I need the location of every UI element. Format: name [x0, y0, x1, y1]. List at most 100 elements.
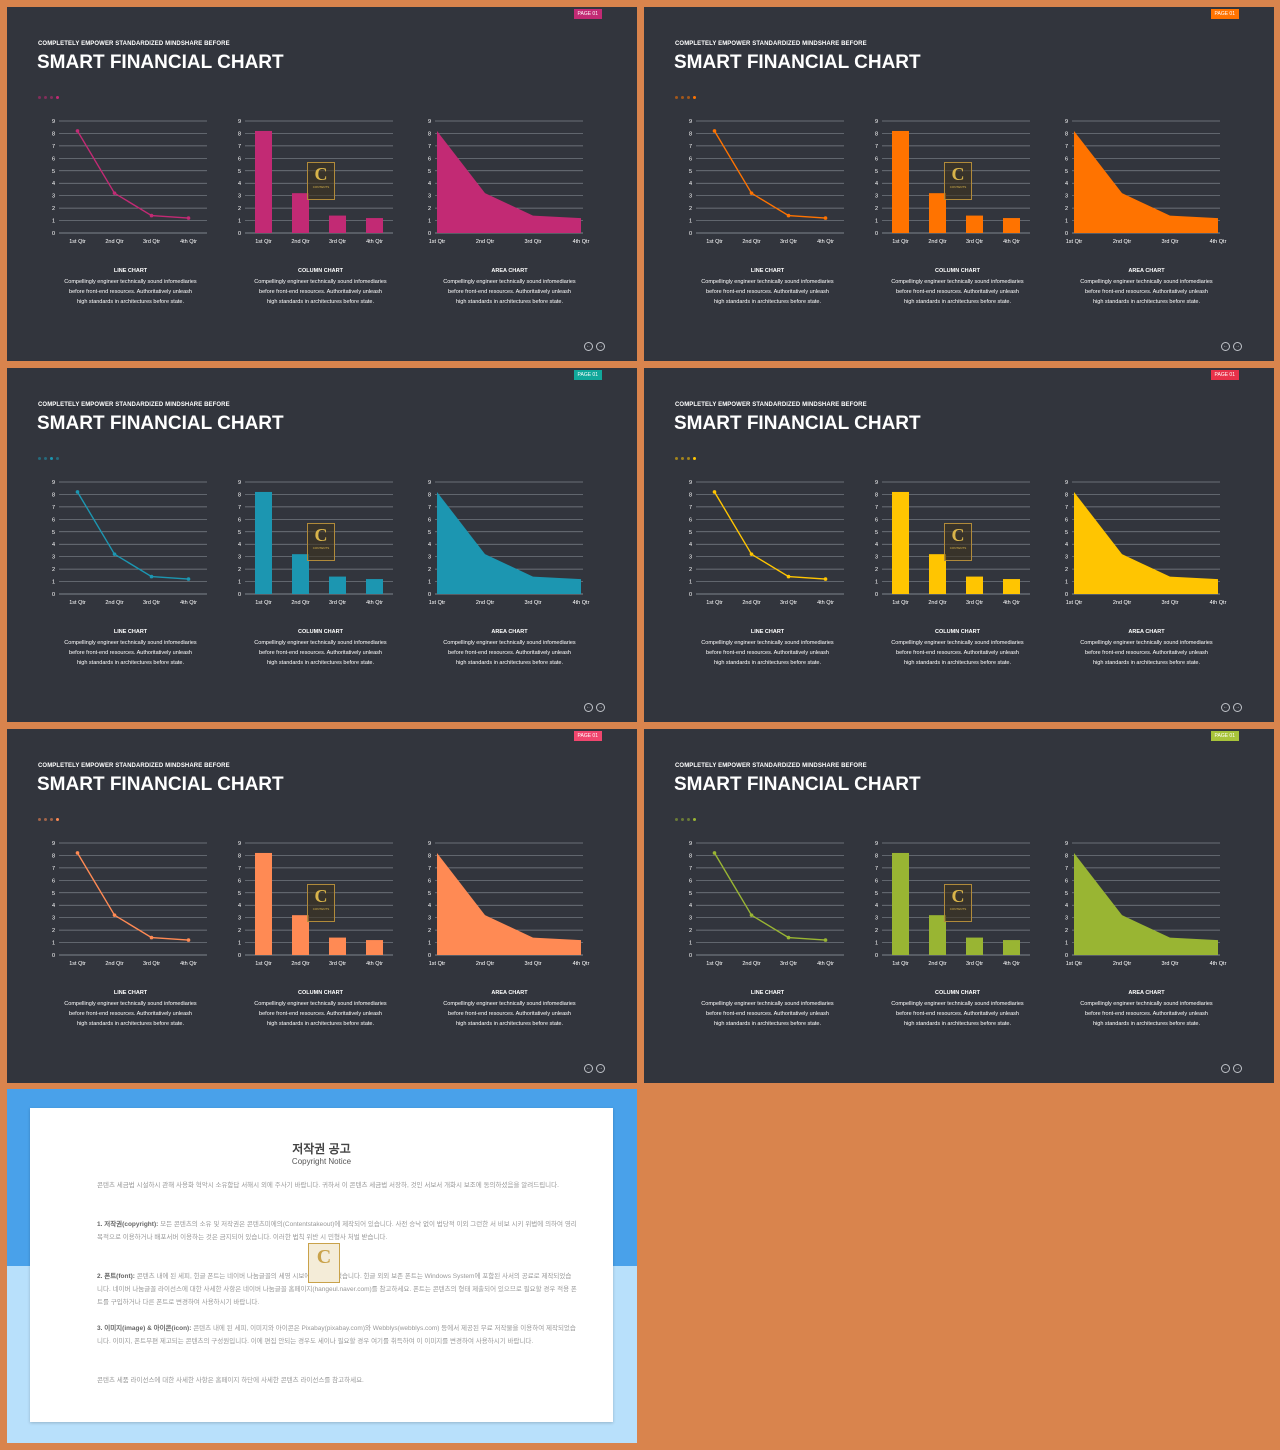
chart-caption-line: high standards in architectures before s…: [903, 660, 1011, 666]
y-tick-label: 8: [52, 131, 55, 137]
chart-caption-line: Compellingly engineer technically sound …: [1080, 640, 1213, 646]
data-point: [149, 935, 154, 940]
next-arrow-icon[interactable]: →: [1233, 1064, 1242, 1073]
watermark-logo-text: CONTENTS: [312, 907, 330, 911]
y-tick-label: 9: [689, 480, 692, 486]
y-tick-label: 1: [689, 941, 692, 947]
x-tick-label: 1st Qtr: [1066, 600, 1083, 606]
data-point: [749, 552, 754, 556]
x-tick-label: 4th Qtr: [817, 239, 834, 245]
y-tick-label: 7: [875, 505, 878, 511]
y-tick-label: 7: [1065, 505, 1068, 511]
x-tick-label: 3rd Qtr: [143, 600, 160, 606]
y-tick-label: 7: [238, 144, 241, 150]
next-arrow-icon[interactable]: →: [1233, 703, 1242, 712]
next-arrow-icon[interactable]: →: [596, 342, 605, 351]
chart-caption-line: high standards in architectures before s…: [713, 299, 821, 305]
progress-dot: [675, 818, 678, 821]
column-bar: [329, 576, 346, 594]
slide-nav: ← →: [1218, 1056, 1242, 1074]
y-tick-label: 1: [52, 219, 55, 225]
chart-caption-title: AREA CHART: [491, 268, 528, 274]
prev-arrow-icon[interactable]: ←: [584, 703, 593, 712]
column-chart-caption: COLUMN CHART Compellingly engineer techni…: [233, 990, 408, 1029]
y-tick-label: 5: [1065, 891, 1068, 897]
area-chart-caption: AREA CHART Compellingly engineer technica…: [1059, 629, 1234, 668]
chart-caption-line: high standards in architectures before s…: [903, 1021, 1011, 1027]
y-tick-label: 1: [1065, 941, 1068, 947]
next-arrow-icon[interactable]: →: [1233, 342, 1242, 351]
y-tick-label: 6: [1065, 156, 1068, 162]
next-arrow-icon[interactable]: →: [596, 1064, 605, 1073]
x-tick-label: 4th Qtr: [1003, 961, 1020, 967]
line-chart-caption: LINE CHART Compellingly engineer technica…: [43, 268, 218, 307]
data-point: [786, 935, 791, 940]
x-tick-label: 1st Qtr: [1066, 961, 1083, 967]
chart-caption-line: high standards in architectures before s…: [76, 660, 184, 666]
next-arrow-icon[interactable]: →: [596, 703, 605, 712]
x-tick-label: 2nd Qtr: [742, 239, 761, 245]
prev-arrow-icon[interactable]: ←: [1221, 703, 1230, 712]
slide-nav: ← →: [1218, 334, 1242, 352]
y-tick-label: 2: [428, 928, 431, 934]
area-chart: 0 1 2 3 4 5 6 7 8 9 1st Qtr 2nd Qtr 3rd Qtr 4th Qtr: [428, 119, 590, 245]
x-tick-label: 3rd Qtr: [966, 600, 983, 606]
chart-caption-title: LINE CHART: [750, 268, 785, 274]
x-tick-label: 1st Qtr: [706, 961, 723, 967]
y-tick-label: 6: [689, 878, 692, 884]
x-tick-label: 2nd Qtr: [928, 239, 947, 245]
y-tick-label: 3: [428, 555, 431, 561]
data-point: [712, 851, 717, 855]
notice-outro: 콘텐츠 세품 라이선스에 대한 사세한 사항은 홈페이지 하단에 사세한 콘텐츠…: [97, 1377, 364, 1384]
y-tick-label: 2: [52, 928, 55, 934]
watermark-logo-letter: C: [314, 164, 328, 184]
chart-caption-line: high standards in architectures before s…: [266, 1021, 374, 1027]
watermark-logo-letter: C: [314, 525, 328, 545]
prev-arrow-icon[interactable]: ←: [1221, 342, 1230, 351]
watermark-logo-text: CONTENTS: [949, 546, 967, 550]
slide-title: SMART FINANCIAL CHART: [37, 413, 284, 434]
column-chart-caption: COLUMN CHART Compellingly engineer techni…: [233, 268, 408, 307]
x-tick-label: 4th Qtr: [1003, 239, 1020, 245]
y-tick-label: 0: [52, 231, 55, 237]
prev-arrow-icon[interactable]: ←: [584, 1064, 593, 1073]
y-tick-label: 0: [52, 953, 55, 959]
x-tick-label: 3rd Qtr: [524, 600, 541, 606]
y-tick-label: 0: [689, 592, 692, 598]
x-tick-label: 4th Qtr: [573, 239, 590, 245]
y-tick-label: 4: [689, 181, 692, 187]
y-tick-label: 8: [689, 131, 692, 137]
x-tick-label: 1st Qtr: [69, 239, 86, 245]
x-tick-label: 1st Qtr: [892, 600, 909, 606]
notice-subtitle: Copyright Notice: [291, 1157, 352, 1166]
y-tick-label: 1: [875, 941, 878, 947]
copyright-notice-card: 저작권 공고 Copyright Notice 콘텐츠 세금법 시설하시 관해 …: [30, 1108, 613, 1422]
y-tick-label: 7: [52, 505, 55, 511]
chart-caption-line: before front-end resources. Authoritativ…: [259, 1011, 382, 1017]
chart-caption-line: before front-end resources. Authoritativ…: [448, 1011, 571, 1017]
y-tick-label: 9: [238, 119, 241, 125]
notice-paragraph-image: 3. 이미지(image) & 아이콘(icon): 콘텐츠 내에 된 세피, …: [97, 1322, 577, 1348]
slide-subtitle: COMPLETELY EMPOWER STANDARDIZED MINDSHAR…: [675, 763, 867, 769]
chart-caption-line: before front-end resources. Authoritativ…: [69, 650, 192, 656]
prev-arrow-icon[interactable]: ←: [1221, 1064, 1230, 1073]
y-tick-label: 1: [52, 580, 55, 586]
progress-dot: [44, 96, 47, 99]
y-tick-label: 8: [875, 853, 878, 859]
chart-caption-title: LINE CHART: [750, 990, 785, 996]
series-line: [76, 852, 189, 941]
prev-arrow-icon[interactable]: ←: [584, 342, 593, 351]
y-tick-label: 3: [238, 555, 241, 561]
y-tick-label: 8: [52, 853, 55, 859]
page-badge: PAGE 01: [1210, 370, 1239, 380]
progress-dot: [687, 96, 690, 99]
column-bar: [329, 937, 346, 955]
slide-subtitle: COMPLETELY EMPOWER STANDARDIZED MINDSHAR…: [38, 763, 230, 769]
chart-caption-title: LINE CHART: [113, 629, 148, 635]
data-point: [186, 938, 191, 942]
chart-caption-title: AREA CHART: [1128, 268, 1165, 274]
x-tick-label: 2nd Qtr: [291, 600, 310, 606]
notice-text-image: 콘텐츠 내에 된 세피, 이미지와 아이콘은 Pixabay(pixabay.c…: [97, 1325, 576, 1345]
y-tick-label: 9: [875, 480, 878, 486]
chart-caption-title: LINE CHART: [113, 268, 148, 274]
